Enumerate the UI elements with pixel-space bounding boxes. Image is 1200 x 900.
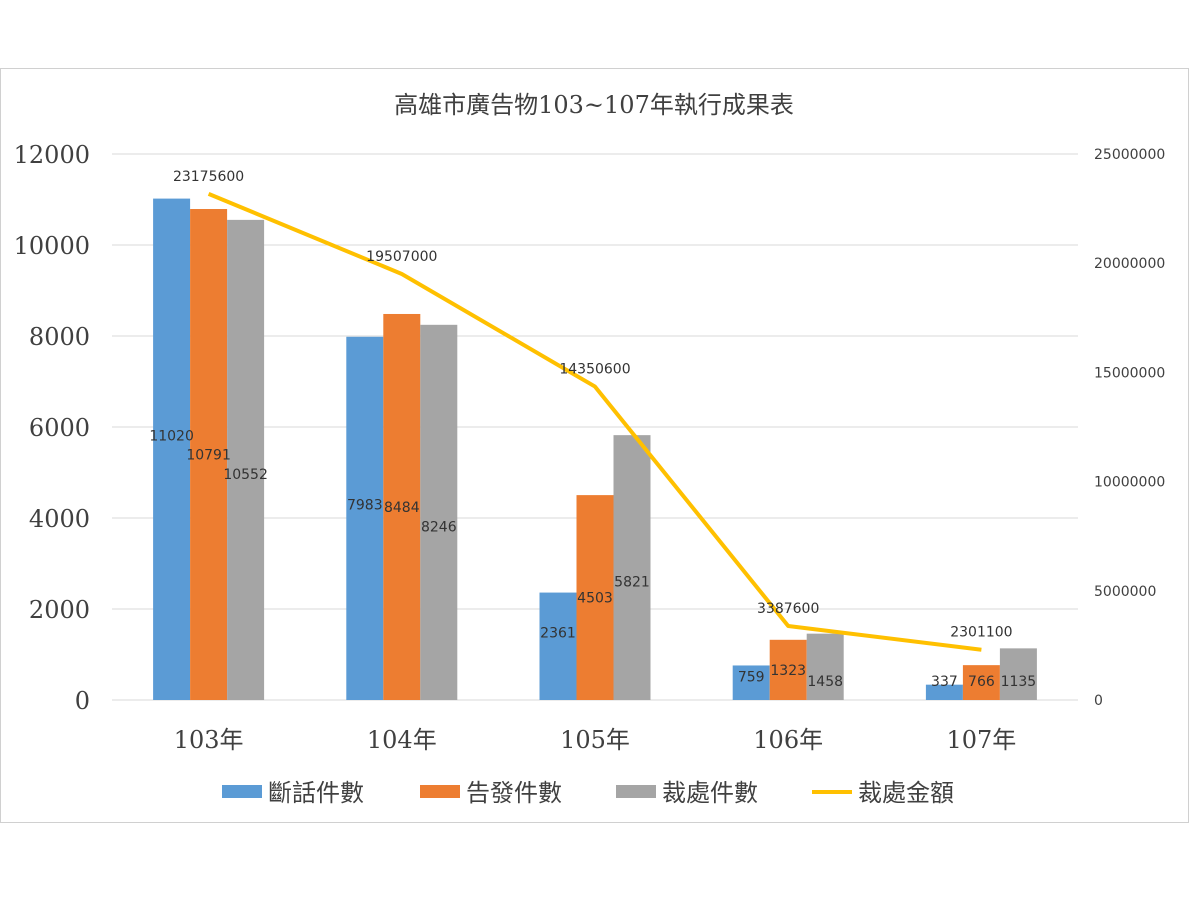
legend-swatch	[420, 785, 460, 798]
bar	[539, 592, 577, 700]
y-tick-label-left: 0	[75, 687, 90, 715]
line-data-label: 14350600	[559, 362, 630, 378]
data-label: 1135	[1001, 674, 1037, 690]
y-tick-label-left: 2000	[29, 596, 90, 624]
y-tick-label-right: 10000000	[1094, 475, 1165, 491]
y-tick-label-right: 25000000	[1094, 147, 1165, 163]
bar	[383, 313, 421, 700]
y-tick-label-right: 0	[1094, 693, 1103, 709]
data-label: 766	[968, 674, 995, 690]
data-label: 337	[931, 674, 958, 690]
x-tick-label: 103年	[174, 726, 244, 754]
chart-title: 高雄市廣告物103~107年執行成果表	[394, 91, 794, 119]
data-label: 10791	[186, 448, 231, 464]
y-tick-label-left: 6000	[29, 414, 90, 442]
data-label: 10552	[223, 467, 268, 483]
y-tick-label-left: 8000	[29, 323, 90, 351]
legend-label: 裁處件數	[662, 779, 758, 807]
line-data-label: 2301100	[950, 625, 1012, 641]
data-label: 8246	[421, 519, 457, 535]
data-label: 7983	[347, 497, 383, 513]
y-axis-right: 0 5000000 10000000 15000000 20000000 25000000	[1094, 147, 1165, 709]
bar	[613, 435, 651, 700]
y-tick-label-right: 20000000	[1094, 256, 1165, 272]
data-label: 4503	[577, 591, 613, 607]
bar	[999, 648, 1037, 700]
data-label: 2361	[540, 625, 576, 641]
bar	[806, 633, 844, 700]
y-tick-label-right: 5000000	[1094, 584, 1156, 600]
legend-label: 斷話件數	[268, 779, 364, 807]
bar	[732, 665, 770, 700]
x-tick-label: 106年	[753, 726, 823, 754]
bar	[190, 209, 228, 700]
bar	[153, 198, 191, 700]
bar	[576, 495, 614, 700]
data-label: 8484	[384, 500, 420, 516]
gridlines	[112, 153, 1078, 701]
amount-line-path	[207, 191, 982, 652]
legend-swatch	[222, 785, 262, 798]
y-axis-left: 0 2000 4000 6000 8000 10000 12000	[14, 141, 90, 715]
line-data-label: 19507000	[366, 249, 437, 265]
data-label: 5821	[614, 575, 650, 591]
bar	[925, 684, 963, 700]
x-tick-label: 107年	[946, 726, 1016, 754]
line-data-label: 3387600	[757, 601, 819, 617]
bar	[420, 324, 458, 700]
legend: 斷話件數 告發件數 裁處件數 裁處金額	[222, 779, 954, 807]
data-label: 11020	[149, 428, 194, 444]
amount-line	[207, 191, 982, 652]
data-label: 1458	[807, 674, 843, 690]
legend-swatch	[616, 785, 656, 798]
bar	[962, 665, 1000, 700]
legend-label: 裁處金額	[858, 779, 954, 807]
bars	[153, 198, 1037, 700]
data-label: 1323	[770, 663, 806, 679]
line-data-label: 23175600	[173, 169, 244, 185]
legend-label: 告發件數	[466, 779, 562, 807]
y-tick-label-left: 10000	[14, 232, 90, 260]
bar	[769, 639, 807, 700]
x-axis: 103年 104年 105年 106年 107年	[174, 726, 1017, 754]
data-label: 759	[738, 669, 765, 685]
bar	[346, 336, 384, 700]
y-tick-label-left: 12000	[14, 141, 90, 169]
x-tick-label: 104年	[367, 726, 437, 754]
y-tick-label-right: 15000000	[1094, 365, 1165, 381]
x-tick-label: 105年	[560, 726, 630, 754]
bar	[227, 219, 265, 700]
y-tick-label-left: 4000	[29, 505, 90, 533]
